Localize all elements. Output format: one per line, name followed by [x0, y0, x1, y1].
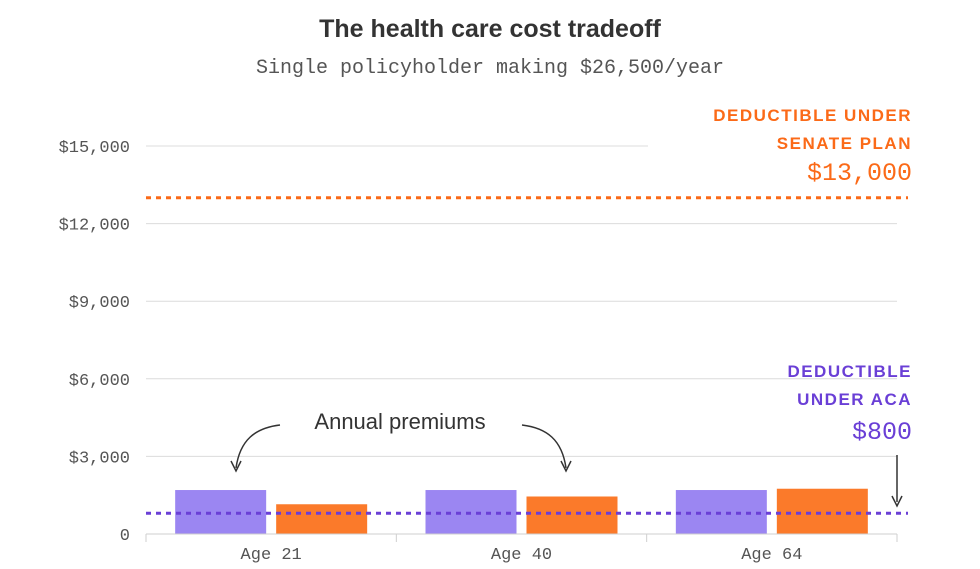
- x-tick-label: Age 40: [491, 546, 552, 565]
- senate-deductible-value: $13,000: [807, 159, 912, 188]
- chart-title: The health care cost tradeoff: [319, 15, 661, 43]
- x-tick-label: Age 21: [241, 546, 302, 565]
- aca-deductible-label: DEDUCTIBLE: [787, 362, 912, 381]
- aca-pointer-arrowhead: [891, 495, 903, 508]
- annotation-arrowhead-right: [560, 460, 572, 473]
- aca-deductible-label: UNDER ACA: [797, 390, 912, 409]
- reference-lines: [146, 196, 908, 515]
- bars: [175, 488, 868, 534]
- annotation-arrowhead-left: [230, 460, 242, 473]
- y-tick-label: $6,000: [69, 372, 130, 391]
- y-tick-label: 0: [120, 527, 130, 546]
- reference-labels: DEDUCTIBLE UNDER SENATE PLAN $13,000 DEDUCT…: [713, 106, 912, 447]
- y-axis-ticks: 0 $3,000 $6,000 $9,000 $12,000 $15,000: [59, 139, 130, 546]
- premium-annotation: Annual premiums: [230, 409, 903, 508]
- aca-deductible-value: $800: [852, 418, 912, 447]
- y-tick-label: $3,000: [69, 449, 130, 468]
- x-tick-label: Age 64: [741, 546, 802, 565]
- y-tick-label: $12,000: [59, 217, 130, 236]
- bar: [526, 496, 618, 534]
- annotation-arrow-right: [521, 424, 567, 469]
- y-tick-label: $15,000: [59, 139, 130, 158]
- annotation-arrow-left: [235, 424, 281, 469]
- chart-subtitle: Single policyholder making $26,500/year: [256, 57, 724, 80]
- senate-deductible-label: SENATE PLAN: [777, 134, 912, 153]
- bar: [276, 504, 368, 534]
- bar: [776, 488, 868, 534]
- senate-deductible-label: DEDUCTIBLE UNDER: [713, 106, 912, 125]
- x-axis: Age 21 Age 40 Age 64: [145, 533, 898, 565]
- annotation-annual-premiums: Annual premiums: [314, 409, 485, 434]
- gridlines: [146, 145, 897, 457]
- y-tick-label: $9,000: [69, 294, 130, 313]
